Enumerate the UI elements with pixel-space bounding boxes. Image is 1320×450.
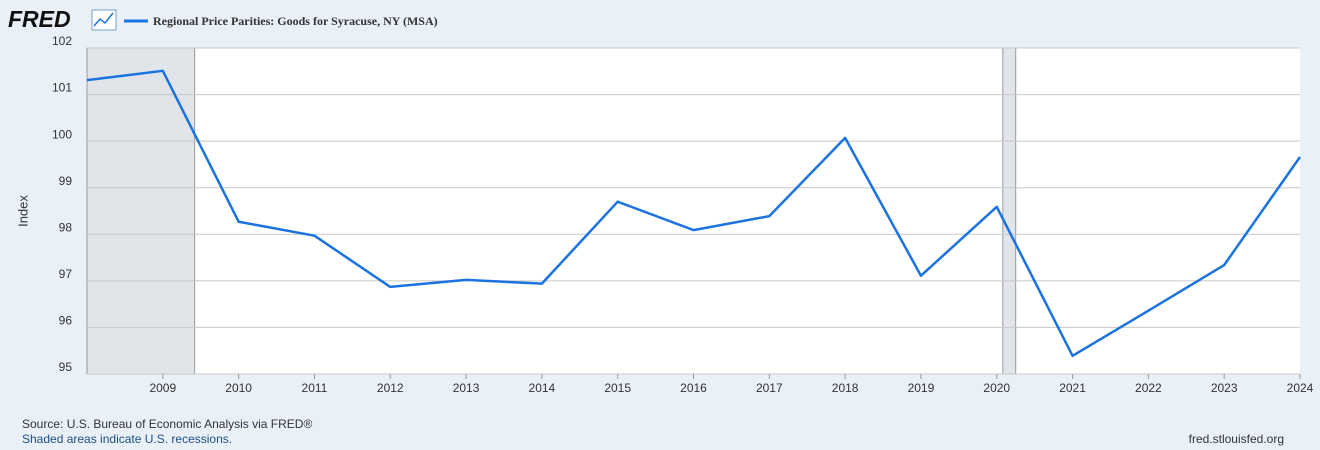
x-tick-label: 2013 [453, 381, 480, 395]
logo: FRED [8, 6, 71, 32]
x-tick-label: 2024 [1287, 381, 1314, 395]
y-tick-label: 96 [59, 314, 73, 328]
url: fred.stlouisfed.org [1189, 432, 1284, 446]
x-tick-label: 2012 [377, 381, 404, 395]
data-line [86, 69, 1302, 358]
y-axis-label: Index [15, 195, 30, 227]
x-tick-label: 2015 [604, 381, 631, 395]
y-tick-label: 99 [59, 174, 73, 188]
plot-area [87, 48, 1300, 374]
x-tick-label: 2010 [225, 381, 252, 395]
legend-label: Regional Price Parities: Goods for Syrac… [153, 14, 438, 28]
recession-band [1002, 47, 1017, 375]
x-tick-label: 2020 [983, 381, 1010, 395]
y-tick-label: 95 [59, 360, 73, 374]
x-tick-label: 2019 [908, 381, 935, 395]
x-tick-label: 2021 [1059, 381, 1086, 395]
note: Shaded areas indicate U.S. recessions. [22, 432, 232, 446]
y-tick-label: 100 [52, 127, 72, 141]
x-tick-label: 2011 [302, 381, 328, 395]
x-tick-label: 2023 [1211, 381, 1238, 395]
x-tick-label: 2014 [529, 381, 556, 395]
x-tick-label: 2022 [1135, 381, 1162, 395]
y-tick-label: 97 [59, 267, 73, 281]
y-tick-label: 101 [52, 81, 72, 95]
source: Source: U.S. Bureau of Economic Analysis… [22, 417, 312, 431]
x-tick-label: 2016 [680, 381, 707, 395]
x-tick-label: 2018 [832, 381, 859, 395]
x-tick-label: 2017 [756, 381, 783, 395]
recession-band [86, 47, 196, 375]
logo-icon [91, 9, 117, 31]
y-tick-label: 102 [52, 34, 72, 48]
x-tick-label: 2009 [149, 381, 176, 395]
y-tick-label: 98 [59, 220, 73, 234]
